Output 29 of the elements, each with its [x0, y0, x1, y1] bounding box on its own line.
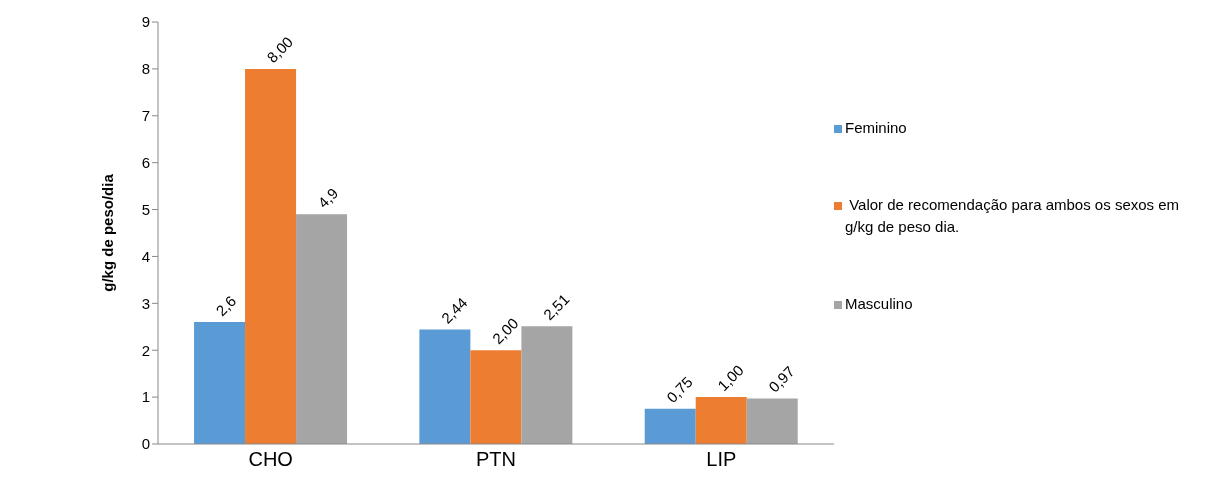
legend-label: Masculino — [845, 293, 913, 314]
y-axis-title: g/kg de peso/dia — [99, 173, 117, 292]
bar — [644, 408, 696, 444]
bar — [695, 397, 747, 444]
y-tick-label: 7 — [141, 107, 150, 125]
x-tick-label: CHO — [248, 448, 293, 471]
bar — [470, 350, 522, 444]
bar — [296, 214, 348, 444]
data-label: 0,75 — [663, 373, 696, 406]
y-tick-label: 3 — [141, 294, 150, 312]
bar — [245, 68, 297, 444]
bar — [419, 329, 471, 444]
data-label: 4,9 — [314, 184, 342, 212]
y-tick-label: 9 — [141, 13, 150, 31]
y-tick-label: 0 — [141, 435, 150, 453]
bar — [521, 326, 573, 444]
bar — [746, 398, 798, 444]
y-tick-label: 6 — [141, 153, 150, 171]
x-tick-label: LIP — [706, 448, 737, 471]
x-tick-label: PTN — [476, 448, 516, 471]
y-tick-label: 4 — [141, 247, 150, 265]
data-label: 2,6 — [212, 292, 240, 320]
y-tick-label: 5 — [141, 200, 150, 218]
legend-label: Valor de recomendação para ambos os sexos em g/kg de peso dia. — [845, 194, 1181, 237]
bar — [194, 322, 246, 444]
y-tick-label: 2 — [141, 341, 150, 359]
y-tick-label: 1 — [141, 388, 150, 406]
legend-label: Feminino — [845, 117, 907, 138]
y-tick-label: 8 — [141, 60, 150, 78]
